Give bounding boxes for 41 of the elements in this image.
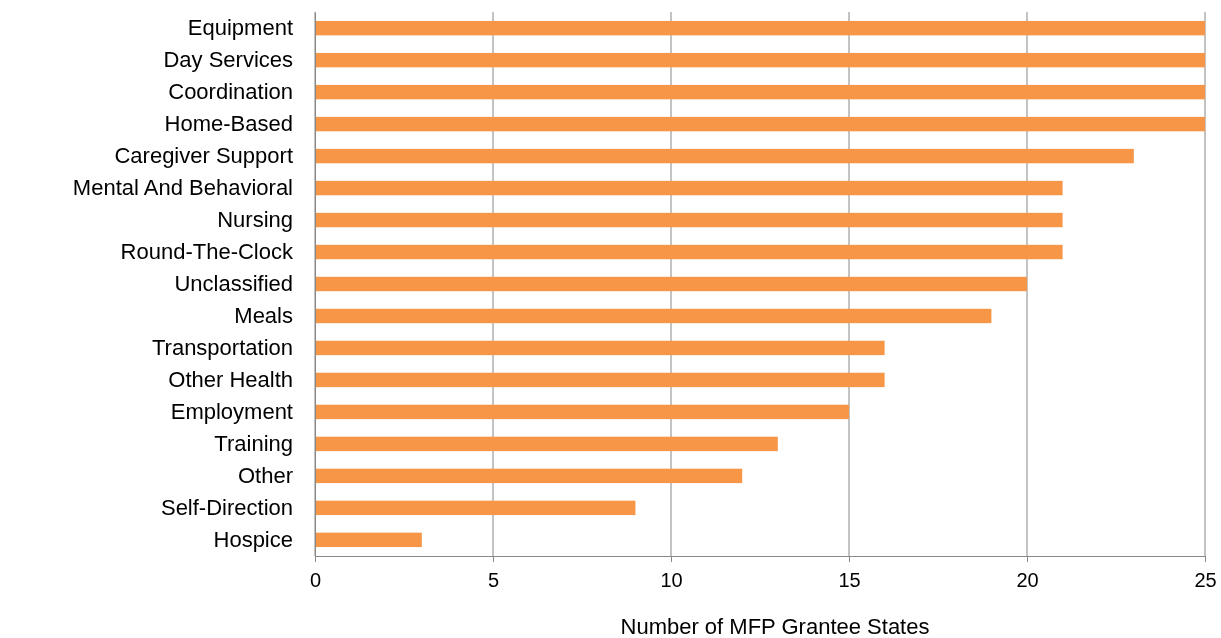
y-tick-label: Nursing	[217, 207, 293, 233]
y-tick-label: Mental And Behavioral	[72, 175, 293, 201]
x-tick-label: 20	[1016, 569, 1039, 591]
x-tick-label: 0	[309, 569, 322, 591]
y-tick-label: Training	[214, 430, 293, 456]
x-tick-label: 25	[1194, 569, 1217, 591]
y-tick-label: Transportation	[151, 335, 293, 360]
x-tick-label: 5	[487, 569, 500, 591]
bar	[315, 276, 1027, 292]
bar	[315, 436, 778, 452]
y-tick-label: Equipment	[187, 15, 293, 41]
y-tick-label: Self-Direction	[160, 494, 293, 520]
y-tick-label: Round-The-Clock	[120, 239, 294, 265]
bar	[315, 532, 422, 548]
bar	[315, 52, 1205, 68]
y-tick-label: Coordination	[168, 79, 293, 105]
x-tick-label: 10	[660, 569, 683, 591]
y-tick-label: Meals	[234, 303, 293, 329]
y-tick-label: Other Health	[168, 366, 293, 392]
bar	[315, 404, 849, 420]
bar	[315, 20, 1205, 36]
bar	[315, 308, 992, 324]
bar	[315, 84, 1205, 100]
y-tick-label: Hospice	[213, 526, 293, 552]
bar	[315, 468, 743, 484]
bar	[315, 372, 885, 388]
bar	[315, 116, 1205, 132]
bar	[315, 244, 1063, 260]
bar	[315, 340, 885, 356]
bar	[315, 180, 1063, 196]
y-tick-label: Unclassified	[174, 271, 293, 297]
bar	[315, 212, 1063, 228]
y-tick-label: Caregiver Support	[114, 143, 293, 169]
y-tick-label: Day Services	[163, 47, 293, 73]
bar	[315, 148, 1134, 164]
y-tick-label: Employment	[170, 398, 293, 424]
x-axis-title: Number of MFP Grantee States	[620, 614, 930, 638]
y-tick-label: Home-Based	[164, 111, 293, 137]
x-tick-label: 15	[838, 569, 861, 591]
bar	[315, 500, 636, 516]
y-tick-label: Other	[237, 462, 293, 488]
